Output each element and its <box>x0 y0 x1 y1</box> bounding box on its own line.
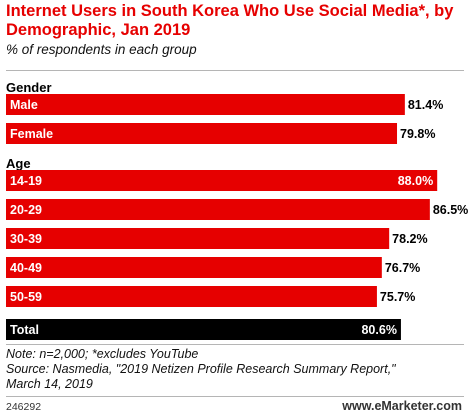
bottom-divider <box>6 344 464 345</box>
bar <box>6 228 390 249</box>
bar <box>6 199 430 220</box>
bar-category-label: Female <box>10 127 53 141</box>
bar-value-label: 86.5% <box>433 203 468 217</box>
bar-value-label: 80.6% <box>361 323 396 337</box>
bar <box>6 94 405 115</box>
bar-category-label: 50-59 <box>10 290 42 304</box>
emarketer-brand: www.eMarketer.com <box>342 399 462 413</box>
bar-category-label: 20-29 <box>10 203 42 217</box>
bar <box>6 123 398 144</box>
group-label: Age <box>6 156 31 171</box>
bar-value-label: 75.7% <box>380 290 415 304</box>
bar-value-label: 88.0% <box>398 174 433 188</box>
bar-value-label: 76.7% <box>385 261 420 275</box>
bar-category-label: 30-39 <box>10 232 42 246</box>
bar-chart: Gender Male 81.4% Female 79.8% Age 14-19 88.0% 2… <box>6 80 468 340</box>
source-date-line: March 14, 2019 <box>6 377 93 391</box>
chart-id: 246292 <box>6 401 42 413</box>
bar <box>6 170 438 191</box>
group-label: Gender <box>6 80 52 95</box>
bar-category-label: Male <box>10 98 38 112</box>
bar <box>6 319 401 340</box>
note-line: Note: n=2,000; *excludes YouTube <box>6 347 199 361</box>
bar-value-label: 81.4% <box>408 98 443 112</box>
footer-divider <box>6 396 464 397</box>
top-divider <box>6 70 464 71</box>
bar-value-label: 78.2% <box>392 232 427 246</box>
bar-category-label: 40-49 <box>10 261 42 275</box>
bar-category-label: Total <box>10 323 39 337</box>
bar <box>6 257 382 278</box>
chart-subtitle: % of respondents in each group <box>6 42 197 57</box>
source-line: Source: Nasmedia, "2019 Netizen Profile … <box>6 362 396 376</box>
bar-value-label: 79.8% <box>400 127 435 141</box>
bar <box>6 286 377 307</box>
bar-category-label: 14-19 <box>10 174 42 188</box>
chart-notes: Note: n=2,000; *excludes YouTube Source:… <box>6 347 466 392</box>
chart-title: Internet Users in South Korea Who Use So… <box>6 2 454 39</box>
